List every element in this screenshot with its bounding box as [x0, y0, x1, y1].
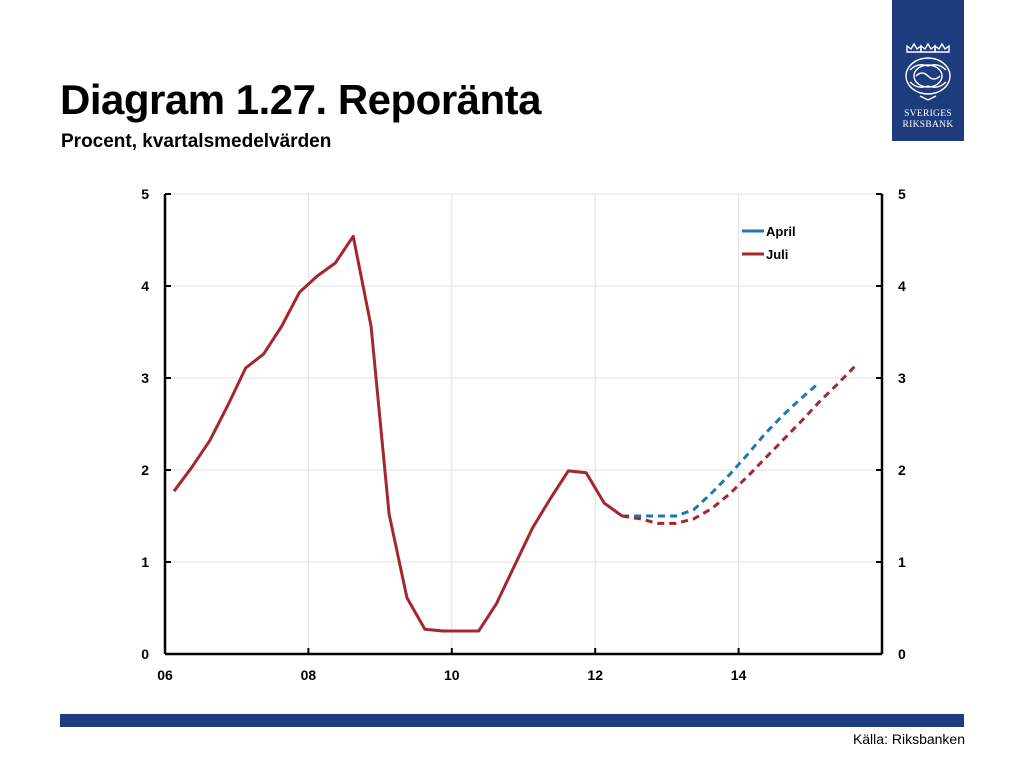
y-tick-label-left: 4 — [141, 278, 149, 294]
legend-label: Juli — [766, 247, 788, 262]
y-tick-label-right: 1 — [898, 554, 906, 570]
logo-text-line2: RIKSBANK — [902, 120, 954, 130]
y-tick-label-left: 0 — [141, 646, 149, 662]
chart-title: Diagram 1.27. Reporänta — [60, 76, 542, 123]
x-tick-label: 14 — [731, 667, 747, 683]
series-line-april-dashed — [622, 381, 821, 518]
y-tick-label-right: 4 — [898, 278, 906, 294]
y-tick-label-left: 1 — [141, 554, 149, 570]
legend-label: April — [766, 224, 796, 239]
x-tick-label: 10 — [444, 667, 460, 683]
y-tick-label-left: 3 — [141, 370, 149, 386]
y-tick-label-right: 3 — [898, 370, 906, 386]
logo-text-line1: SVERIGES — [904, 109, 952, 119]
x-tick-label: 12 — [587, 667, 603, 683]
series-line-juli-dashed — [621, 364, 857, 525]
x-tick-label: 08 — [301, 667, 317, 683]
y-tick-label-left: 2 — [141, 462, 149, 478]
y-tick-label-right: 5 — [898, 186, 906, 202]
chart-subtitle: Procent, kvartalsmedelvärden — [61, 131, 332, 152]
crown-emblem-icon — [905, 42, 951, 101]
source-note: Källa: Riksbanken — [852, 731, 965, 747]
riksbank-logo: SVERIGES RIKSBANK — [892, 0, 964, 141]
y-tick-label-right: 2 — [898, 462, 906, 478]
x-tick-label: 06 — [157, 667, 173, 683]
y-tick-label-right: 0 — [898, 646, 906, 662]
y-tick-label-left: 5 — [141, 186, 149, 202]
footer-bar — [60, 714, 964, 727]
series-line-juli-solid — [172, 234, 623, 633]
